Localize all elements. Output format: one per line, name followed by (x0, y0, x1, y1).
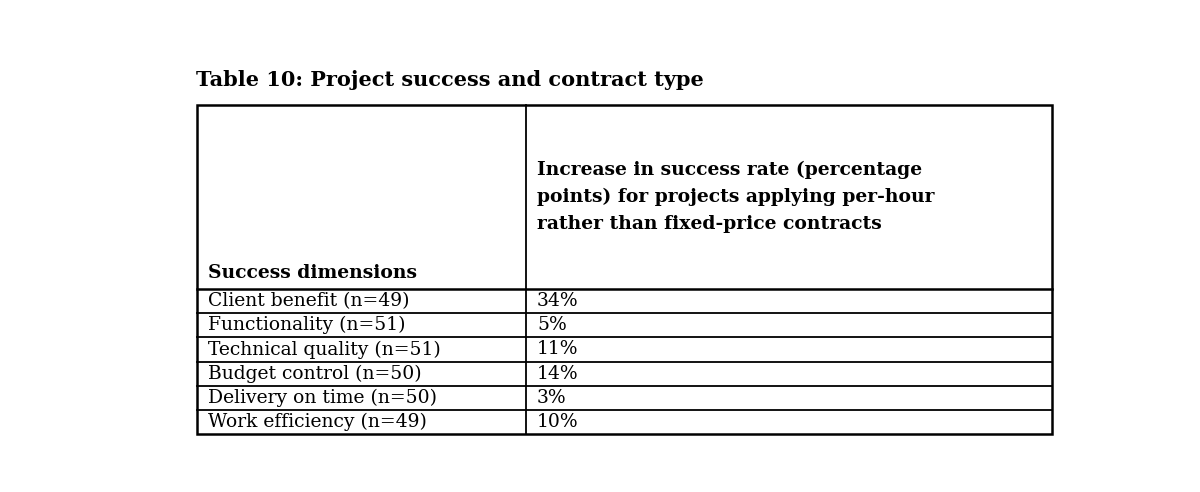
Text: Delivery on time (n=50): Delivery on time (n=50) (208, 389, 437, 407)
Text: Work efficiency (n=49): Work efficiency (n=49) (208, 413, 426, 431)
Text: 11%: 11% (538, 340, 578, 359)
Text: Technical quality (n=51): Technical quality (n=51) (208, 340, 440, 359)
Text: 34%: 34% (538, 292, 578, 310)
Text: Client benefit (n=49): Client benefit (n=49) (208, 292, 409, 310)
Text: 14%: 14% (538, 365, 578, 383)
Text: Budget control (n=50): Budget control (n=50) (208, 365, 421, 383)
Text: 5%: 5% (538, 316, 566, 335)
Text: 3%: 3% (538, 389, 566, 407)
Text: Functionality (n=51): Functionality (n=51) (208, 316, 406, 335)
Text: Success dimensions: Success dimensions (208, 264, 416, 282)
Text: 10%: 10% (538, 413, 578, 431)
Text: Table 10: Project success and contract type: Table 10: Project success and contract t… (197, 70, 704, 91)
Text: Increase in success rate (percentage
points) for projects applying per-hour
rath: Increase in success rate (percentage poi… (538, 161, 935, 233)
